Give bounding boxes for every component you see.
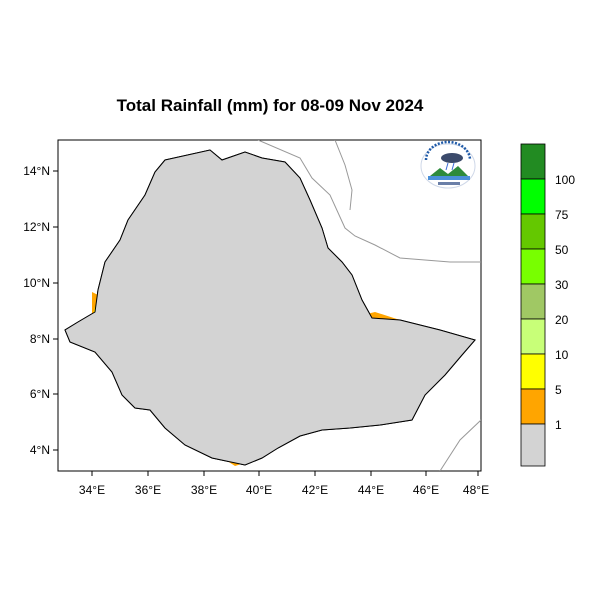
lat-tick-label: 4°N	[30, 443, 50, 457]
legend-label: 1	[555, 418, 562, 432]
lon-tick-label: 40°E	[246, 483, 272, 497]
border-line	[334, 140, 353, 211]
lat-axis	[53, 170, 58, 451]
lon-tick-label: 48°E	[463, 483, 489, 497]
legend-swatch	[520, 248, 546, 285]
legend-swatch	[520, 178, 546, 215]
lat-tick-label: 14°N	[23, 164, 50, 178]
map-title: Total Rainfall (mm) for 08-09 Nov 2024	[116, 96, 424, 115]
legend	[520, 143, 546, 467]
lat-tick-label: 6°N	[30, 387, 50, 401]
legend-label: 75	[555, 208, 569, 222]
coastline-red-sea	[257, 140, 481, 263]
lon-axis	[91, 471, 479, 476]
legend-label: 50	[555, 243, 569, 257]
meteorology-agency-logo	[420, 140, 476, 189]
lat-tick-label: 12°N	[23, 220, 50, 234]
legend-swatch	[520, 283, 546, 320]
legend-label: 20	[555, 313, 569, 327]
legend-label: 5	[555, 383, 562, 397]
legend-label: 10	[555, 348, 569, 362]
legend-swatch	[520, 318, 546, 355]
lat-tick-label: 10°N	[23, 276, 50, 290]
lon-tick-label: 46°E	[413, 483, 439, 497]
legend-label: 100	[555, 173, 575, 187]
lon-tick-label: 42°E	[302, 483, 328, 497]
lon-tick-label: 34°E	[79, 483, 105, 497]
lon-tick-label: 44°E	[358, 483, 384, 497]
lat-tick-label: 8°N	[30, 332, 50, 346]
lon-tick-label: 38°E	[191, 483, 217, 497]
legend-swatch	[520, 388, 546, 425]
coastline-indian-ocean	[439, 419, 481, 471]
legend-swatch	[520, 353, 546, 390]
legend-label: 30	[555, 278, 569, 292]
lon-tick-label: 36°E	[135, 483, 161, 497]
legend-swatch	[520, 423, 546, 467]
legend-swatch	[520, 143, 546, 180]
legend-swatch	[520, 213, 546, 250]
